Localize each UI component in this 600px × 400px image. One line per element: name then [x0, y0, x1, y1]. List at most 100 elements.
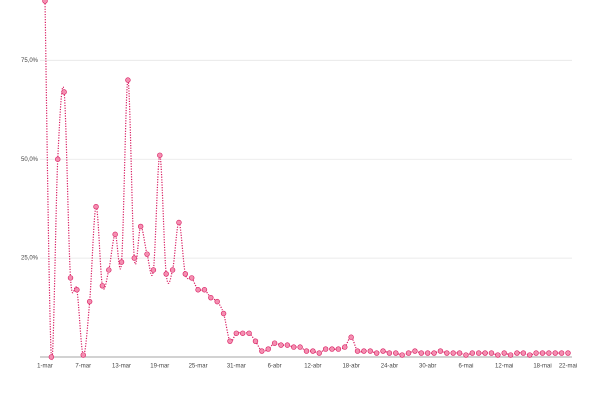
x-tick-label: 19-mar	[150, 364, 169, 370]
x-tick-label: 13-mar	[112, 364, 131, 370]
data-point	[463, 352, 469, 358]
data-point	[176, 219, 182, 226]
data-point	[67, 275, 74, 281]
data-point	[539, 350, 546, 356]
x-tick-label: 30-abr	[419, 364, 436, 370]
data-point	[278, 342, 284, 348]
data-point	[74, 287, 80, 293]
data-point	[418, 350, 425, 356]
data-point	[252, 338, 259, 344]
data-point	[329, 346, 335, 352]
data-point	[342, 344, 348, 350]
x-tick-label: 24-abr	[381, 364, 398, 370]
data-point	[150, 267, 157, 273]
data-point	[80, 352, 86, 358]
data-point	[188, 275, 195, 281]
data-point	[310, 348, 316, 354]
data-point	[265, 346, 271, 352]
data-point	[335, 346, 342, 352]
x-tick-label: 12-mai	[495, 364, 513, 370]
data-point	[488, 350, 495, 356]
data-point	[112, 231, 118, 238]
data-point	[450, 350, 456, 356]
data-point	[163, 271, 169, 277]
data-point	[456, 350, 463, 356]
y-tick-label: 75,0%	[21, 58, 39, 64]
data-point	[157, 152, 163, 158]
data-point	[99, 283, 106, 289]
data-point	[303, 348, 310, 354]
data-point	[55, 156, 61, 162]
x-tick-label: 12-abr	[304, 364, 321, 370]
data-point	[271, 340, 278, 346]
data-point	[284, 342, 291, 348]
data-point	[220, 310, 227, 317]
data-point	[214, 298, 220, 305]
data-point	[61, 89, 67, 95]
data-point	[195, 287, 201, 293]
data-point	[507, 352, 514, 358]
data-point	[297, 344, 303, 350]
x-tick-label: 1-mar	[37, 364, 53, 370]
data-point	[399, 352, 405, 358]
data-point	[373, 350, 380, 356]
data-point	[246, 330, 252, 336]
data-point	[48, 354, 55, 360]
data-point	[144, 251, 150, 257]
x-tick-label: 18-mai	[533, 364, 551, 370]
x-tick-label: 18-abr	[342, 364, 359, 370]
data-point	[118, 259, 125, 265]
data-point	[393, 350, 399, 356]
data-point	[367, 348, 373, 354]
data-point	[431, 350, 437, 356]
data-line	[44, 0, 568, 361]
data-point	[227, 338, 233, 344]
data-point	[131, 255, 137, 261]
x-tick-label: 31-mar	[227, 364, 246, 370]
data-point	[533, 350, 539, 356]
data-point	[208, 294, 214, 301]
data-point	[361, 348, 367, 354]
data-point	[495, 352, 501, 358]
data-point	[322, 346, 329, 352]
x-tick-label: 6-abr	[268, 364, 282, 370]
data-point	[469, 350, 476, 356]
data-point	[482, 350, 488, 356]
data-point	[137, 223, 144, 230]
data-point	[386, 350, 393, 356]
data-point	[291, 344, 297, 350]
data-point	[552, 350, 558, 356]
data-point	[354, 348, 361, 354]
data-point	[106, 267, 112, 273]
data-point	[501, 350, 507, 356]
data-point	[424, 350, 431, 356]
data-point	[125, 77, 131, 83]
data-point	[86, 298, 93, 305]
data-point	[405, 350, 412, 356]
x-tick-label: 7-mar	[75, 364, 91, 370]
data-point	[233, 330, 240, 336]
data-point	[348, 334, 354, 340]
data-point	[565, 350, 571, 356]
data-point	[42, 0, 48, 4]
data-point	[169, 267, 176, 273]
data-point	[93, 203, 99, 210]
data-point	[476, 350, 482, 356]
data-point	[201, 287, 208, 293]
data-point	[546, 350, 552, 356]
data-point	[182, 271, 189, 277]
data-point	[259, 348, 265, 354]
data-point	[316, 350, 322, 356]
x-tick-label: 22-mai	[559, 364, 577, 370]
x-tick-label: 6-mai	[458, 364, 473, 370]
data-point	[412, 348, 418, 354]
data-point	[380, 348, 386, 354]
y-tick-label: 50,0%	[21, 157, 39, 163]
y-tick-label: 25,0%	[21, 256, 39, 262]
data-point	[514, 350, 520, 356]
data-point	[240, 330, 246, 336]
data-point	[520, 350, 527, 356]
data-point	[437, 348, 444, 354]
data-point	[444, 350, 450, 356]
